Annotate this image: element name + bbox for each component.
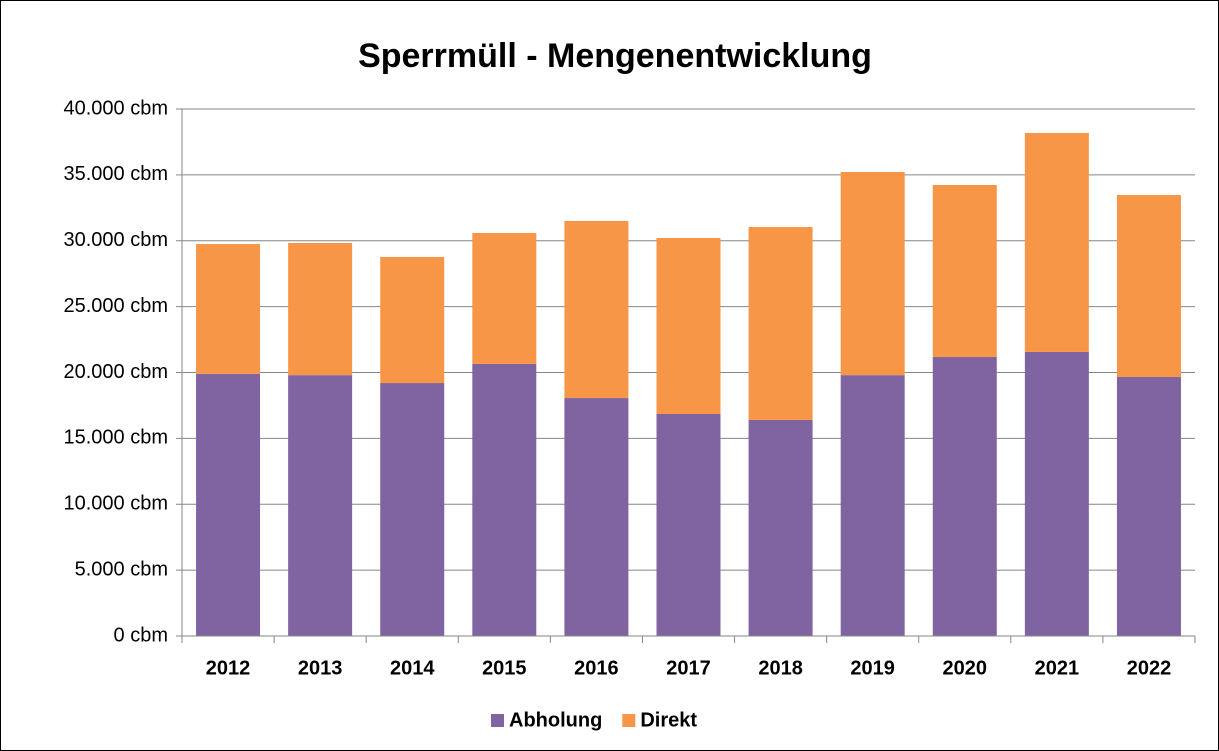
y-tick-label: 5.000 cbm xyxy=(75,558,168,580)
bar-segment xyxy=(564,398,629,636)
x-tick-label: 2022 xyxy=(1127,657,1172,679)
bar-segment xyxy=(656,237,721,415)
bar-segment xyxy=(1024,132,1089,352)
bar-segment xyxy=(380,383,445,636)
legend-label: Direkt xyxy=(640,709,697,731)
x-tick-label: 2016 xyxy=(574,657,619,679)
bar-segment xyxy=(196,373,261,636)
x-tick-label: 2020 xyxy=(943,657,988,679)
legend-swatch xyxy=(622,714,636,727)
bar-segment xyxy=(748,227,813,420)
bar-segment xyxy=(932,356,997,636)
x-tick-label: 2014 xyxy=(390,657,435,679)
bar-segment xyxy=(840,375,905,636)
bar-segment xyxy=(1116,195,1181,377)
bar-segment xyxy=(1024,351,1089,636)
x-tick-label: 2012 xyxy=(206,657,251,679)
y-tick-label: 35.000 cbm xyxy=(63,163,168,185)
bar-segment xyxy=(472,232,537,364)
x-tick-label: 2015 xyxy=(482,657,527,679)
x-tick-label: 2021 xyxy=(1035,657,1080,679)
bar-segment xyxy=(564,220,629,399)
y-tick-label: 30.000 cbm xyxy=(63,229,168,251)
bar-segment xyxy=(472,363,537,636)
bar-segment xyxy=(196,244,261,374)
bar-segment xyxy=(288,375,353,636)
bar-segment xyxy=(656,414,721,636)
y-tick-label: 10.000 cbm xyxy=(63,493,168,515)
y-tick-label: 0 cbm xyxy=(114,624,168,646)
x-tick-label: 2018 xyxy=(758,657,803,679)
bar-segment xyxy=(1116,376,1181,636)
x-tick-label: 2019 xyxy=(850,657,895,679)
bar-segment xyxy=(748,419,813,636)
x-tick-label: 2017 xyxy=(666,657,711,679)
y-tick-label: 15.000 cbm xyxy=(63,427,168,449)
bar-segment xyxy=(288,242,353,376)
bar-segment xyxy=(932,185,997,357)
y-tick-label: 20.000 cbm xyxy=(63,361,168,383)
chart-title: Sperrmüll - Mengenentwicklung xyxy=(358,37,872,75)
bar-segment xyxy=(840,171,905,376)
legend-swatch xyxy=(491,714,504,727)
legend-label: Abholung xyxy=(509,709,602,731)
x-tick-label: 2013 xyxy=(298,657,343,679)
y-tick-label: 40.000 cbm xyxy=(63,97,168,119)
y-tick-label: 25.000 cbm xyxy=(63,295,168,317)
bar-segment xyxy=(380,256,445,384)
